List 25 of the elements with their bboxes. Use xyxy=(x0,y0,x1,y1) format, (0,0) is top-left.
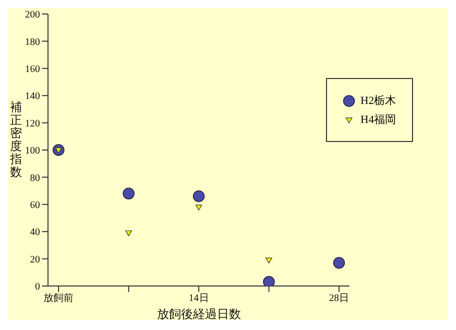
y-tick-label: 20 xyxy=(30,254,40,266)
y-tick-label: 0 xyxy=(35,282,40,293)
y-tick-label: 60 xyxy=(30,200,40,211)
x-axis-title: 放飼後経過日数 xyxy=(156,307,241,321)
point xyxy=(125,230,132,236)
x-tick-label: 28日 xyxy=(329,293,350,304)
point xyxy=(122,188,135,200)
point xyxy=(195,204,202,210)
x-tick-label: 14日 xyxy=(188,293,209,304)
y-tick-label: 160 xyxy=(25,64,40,75)
point xyxy=(333,256,345,269)
y-tick-label: 120 xyxy=(25,118,40,130)
x-tick-label: 放飼前 xyxy=(44,292,74,304)
y-axis-title: 補正密度指数 xyxy=(9,100,22,179)
legend-label: H4福岡 xyxy=(360,113,396,127)
y-tick-label: 140 xyxy=(25,91,40,102)
y-tick-label: 100 xyxy=(25,146,40,157)
point xyxy=(263,276,275,286)
point xyxy=(192,190,205,202)
y-tick-label: 200 xyxy=(25,10,40,21)
point xyxy=(266,258,272,264)
y-tick-label: 80 xyxy=(30,172,40,184)
y-tick-label: 40 xyxy=(30,227,40,238)
legend-label: H2栃木 xyxy=(360,94,396,108)
y-tick-label: 180 xyxy=(25,36,40,48)
